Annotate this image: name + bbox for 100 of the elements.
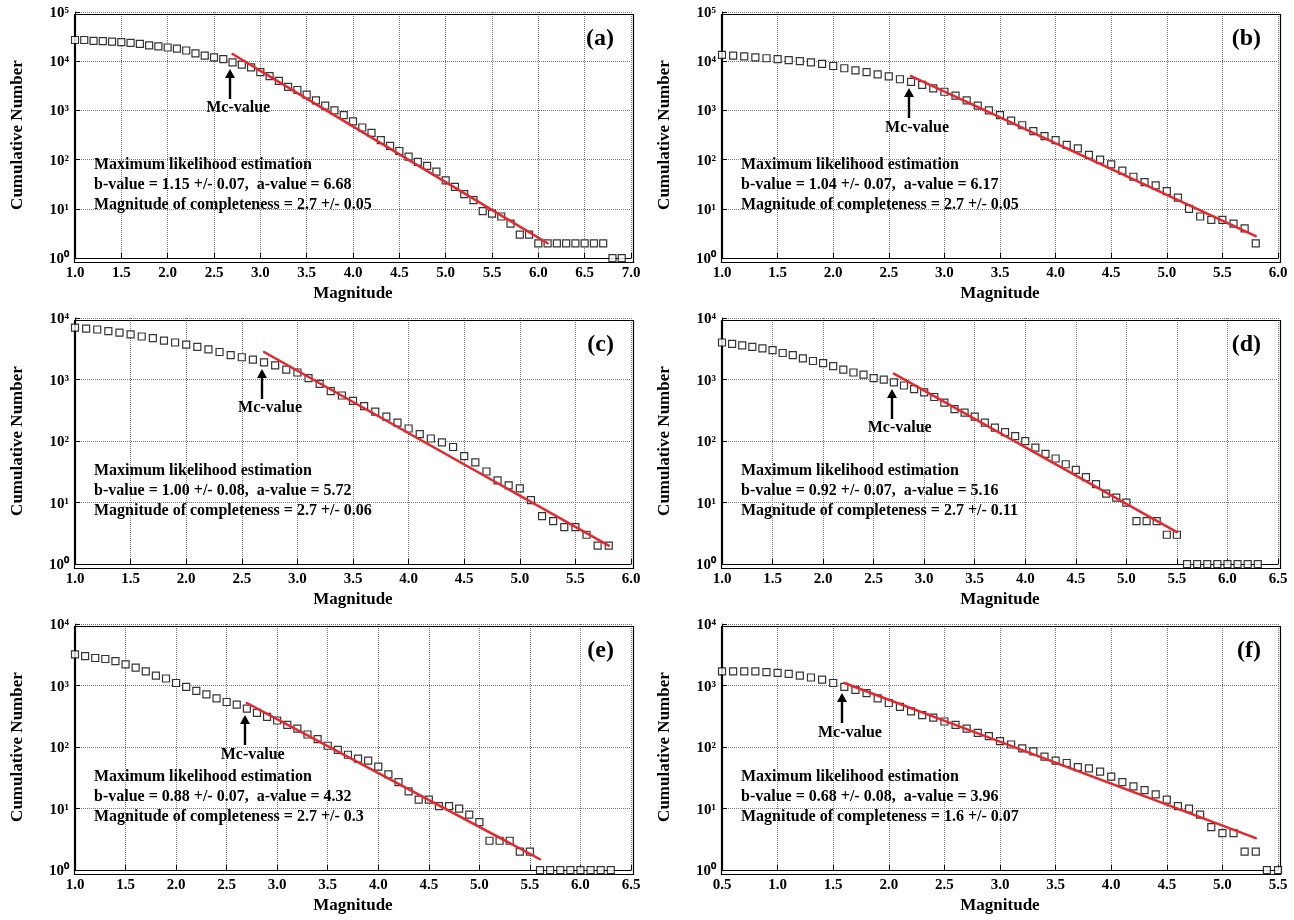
x-tick-label: 3.0 <box>250 263 270 280</box>
x-tick-label: 4.0 <box>1046 263 1065 280</box>
y-axis-title: Cumulative Number <box>7 365 26 516</box>
point <box>1243 560 1252 569</box>
point <box>556 866 565 875</box>
point <box>849 368 858 377</box>
x-tick-label: 3.0 <box>288 569 307 586</box>
y-tick-label: 10¹ <box>49 200 69 217</box>
point <box>455 804 464 813</box>
x-tick-label: 3.5 <box>297 263 317 280</box>
x-tick-label: 6.0 <box>571 875 590 892</box>
point <box>1107 772 1116 781</box>
point <box>1011 432 1020 441</box>
y-tick-label: 10¹ <box>49 800 69 817</box>
point <box>580 239 589 248</box>
annotation: Maximum likelihood estimation <box>94 461 312 479</box>
x-tick-label: 2.5 <box>935 875 954 892</box>
annotation: Maximum likelihood estimation <box>94 155 312 173</box>
point <box>1262 866 1271 875</box>
point <box>1107 160 1116 169</box>
point <box>154 42 163 51</box>
point <box>806 58 816 67</box>
point <box>82 324 91 333</box>
point <box>740 667 749 676</box>
point <box>282 365 291 374</box>
point <box>163 43 172 52</box>
point <box>271 361 280 370</box>
point <box>884 72 893 81</box>
point <box>126 330 135 339</box>
x-tick-label: 4.5 <box>454 569 474 586</box>
y-tick-label: 10¹ <box>696 494 716 511</box>
point <box>170 338 180 347</box>
point <box>1132 517 1141 526</box>
point <box>593 541 602 550</box>
y-tick-label: 10⁵ <box>49 4 70 20</box>
point <box>728 339 737 348</box>
y-tick-label: 10⁴ <box>696 53 717 70</box>
point <box>81 652 90 661</box>
x-tick-label: 2.5 <box>204 263 224 280</box>
point <box>202 690 211 699</box>
point <box>1207 823 1216 832</box>
x-tick-label: 3.5 <box>965 569 985 586</box>
point <box>839 365 848 374</box>
x-tick-label: 7.0 <box>621 263 641 280</box>
y-tick-label: 10² <box>49 151 70 168</box>
point <box>219 55 228 64</box>
point <box>762 54 771 63</box>
point <box>806 673 816 682</box>
text: (f) <box>1237 636 1262 662</box>
point <box>135 39 144 48</box>
point <box>437 438 447 447</box>
point <box>248 355 258 364</box>
point <box>762 668 771 677</box>
x-tick-label: 5.5 <box>1167 569 1187 586</box>
x-tick-label: 5.0 <box>1116 569 1136 586</box>
point <box>159 336 169 345</box>
x-tick-label: 4.5 <box>1101 263 1121 280</box>
point <box>93 325 102 334</box>
y-tick-label: 10⁵ <box>696 4 717 20</box>
point <box>1142 517 1151 526</box>
y-tick-label: 10² <box>49 739 70 756</box>
x-tick-label: 3.0 <box>990 875 1010 892</box>
x-tick-label: 2.0 <box>158 263 178 280</box>
y-axis-title: Cumulative Number <box>7 59 26 210</box>
x-tick-label: 4.5 <box>389 263 409 280</box>
x-axis-title: Magnitude <box>313 895 394 914</box>
x-tick-label: 6.5 <box>575 263 595 280</box>
point <box>751 53 760 62</box>
point <box>137 332 146 341</box>
point <box>228 58 237 67</box>
point <box>751 667 760 676</box>
point <box>426 434 435 443</box>
point <box>204 345 213 354</box>
point <box>599 239 608 248</box>
x-tick-label: 6.0 <box>1218 569 1237 586</box>
point <box>576 866 585 875</box>
annotation: Magnitude of completeness = 2.7 +/- 0.3 <box>94 807 364 826</box>
point <box>1240 847 1249 856</box>
point <box>192 686 201 695</box>
point <box>1061 460 1070 469</box>
x-tick-label: 5.5 <box>1268 875 1288 892</box>
x-axis-title: Magnitude <box>313 589 394 608</box>
x-axis-title: Magnitude <box>960 895 1041 914</box>
x-tick-label: 6.5 <box>1268 569 1288 586</box>
y-tick-label: 10³ <box>696 371 717 388</box>
point <box>151 671 160 680</box>
x-tick-label: 5.5 <box>566 569 585 586</box>
point <box>1151 790 1160 799</box>
point <box>70 323 80 332</box>
point <box>339 111 348 120</box>
x-tick-label: 6.0 <box>528 263 548 280</box>
point <box>131 663 140 672</box>
x-tick-label: 1.5 <box>121 569 140 586</box>
point <box>145 41 154 50</box>
x-axis-title: Magnitude <box>960 283 1041 302</box>
x-tick-label: 2.0 <box>166 875 186 892</box>
y-tick-label: 10⁴ <box>696 310 717 326</box>
x-tick-label: 4.5 <box>1157 875 1177 892</box>
x-axis-title: Magnitude <box>313 283 394 302</box>
x-tick-label: 2.0 <box>823 263 843 280</box>
